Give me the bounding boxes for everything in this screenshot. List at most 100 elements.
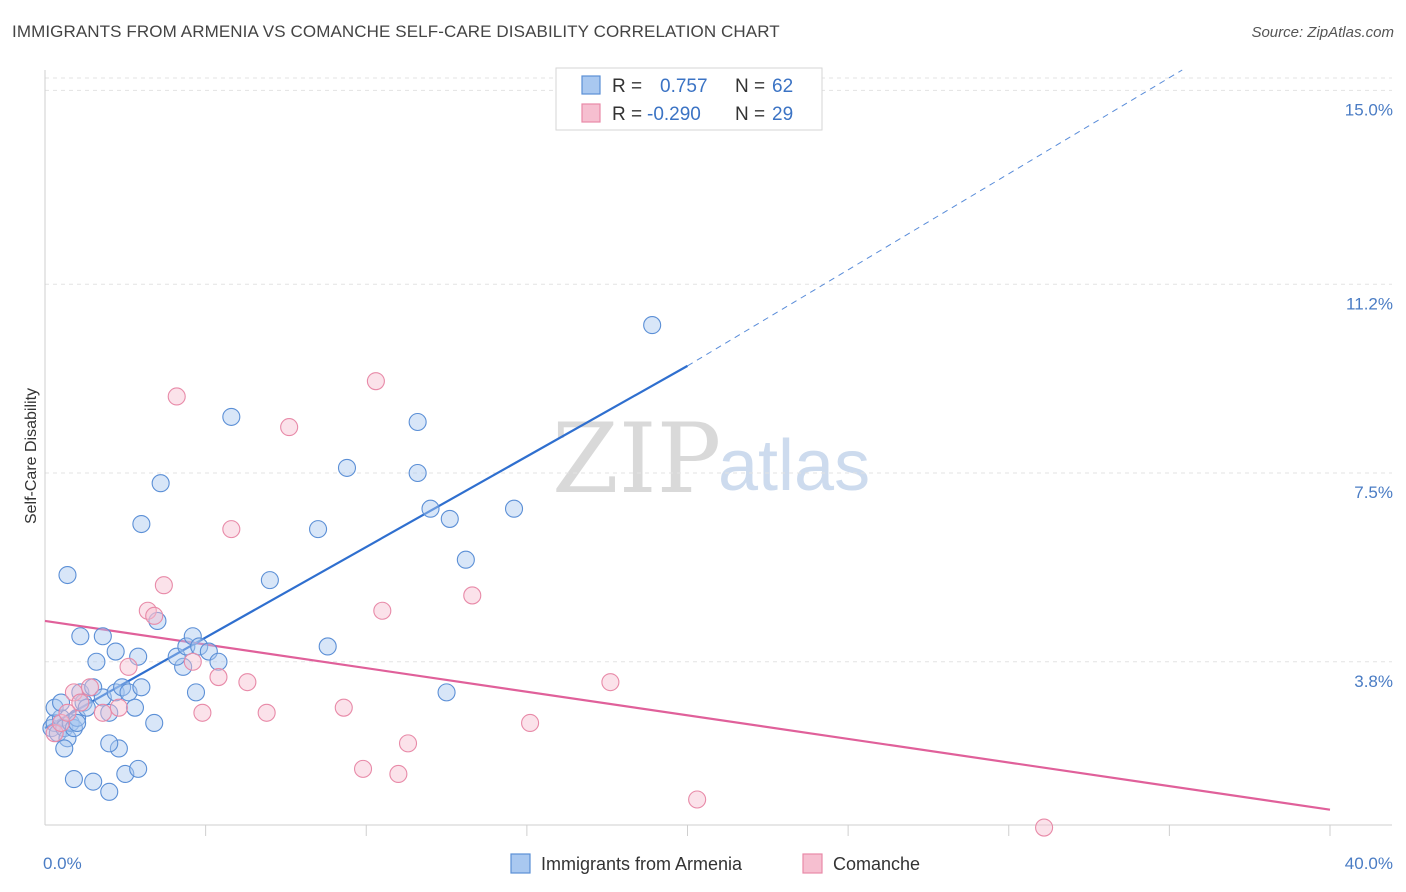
point-armenia xyxy=(421,499,440,518)
trend-line-armenia xyxy=(44,364,689,730)
point-armenia xyxy=(174,657,193,676)
point-armenia xyxy=(437,683,456,702)
y-tick-label: 11.2% xyxy=(1346,294,1393,313)
legend-r-value-1: 0.757 xyxy=(660,76,708,97)
point-comanche xyxy=(93,703,112,722)
point-armenia xyxy=(309,520,328,539)
point-comanche xyxy=(389,764,408,784)
point-armenia xyxy=(87,652,106,671)
point-armenia xyxy=(84,772,103,791)
trend-line-comanche xyxy=(44,619,1331,811)
point-comanche xyxy=(280,418,299,437)
bottom-legend-swatch-blue xyxy=(510,853,531,874)
point-comanche xyxy=(64,683,83,702)
point-comanche xyxy=(521,713,540,733)
point-comanche xyxy=(688,790,707,809)
point-comanche xyxy=(238,673,257,692)
point-comanche xyxy=(183,652,202,671)
point-armenia xyxy=(504,499,524,518)
point-comanche xyxy=(463,586,482,605)
trend-layer xyxy=(44,69,1331,811)
point-armenia xyxy=(222,407,241,426)
point-armenia xyxy=(186,683,206,702)
point-comanche xyxy=(1035,818,1054,837)
point-comanche xyxy=(209,668,228,687)
point-comanche xyxy=(45,724,64,743)
grid-layer xyxy=(45,77,1392,663)
point-comanche xyxy=(601,673,620,692)
point-armenia xyxy=(100,734,119,753)
point-comanche xyxy=(145,606,164,625)
point-armenia xyxy=(100,703,119,722)
axis-layer: 3.8% 7.5% 11.2% 15.0% 0.0% 40.0% xyxy=(43,70,1393,873)
legend-r-label-1: R = xyxy=(612,76,642,97)
point-armenia xyxy=(318,637,337,656)
trend-line-armenia-extension xyxy=(687,69,1183,367)
point-armenia xyxy=(109,739,128,758)
point-armenia xyxy=(132,514,151,534)
chart-source: Source: ZipAtlas.com xyxy=(1251,24,1394,41)
bottom-legend-label-comanche: Comanche xyxy=(833,854,920,874)
point-armenia xyxy=(129,759,148,778)
point-armenia xyxy=(209,652,228,671)
legend-n-label-2: N = xyxy=(735,104,765,125)
point-armenia xyxy=(408,412,427,432)
y-tick-label: 7.5% xyxy=(1354,483,1393,502)
point-armenia xyxy=(93,627,112,646)
point-armenia xyxy=(177,637,196,656)
point-armenia xyxy=(408,463,427,483)
x-tick-label: 0.0% xyxy=(43,854,82,873)
point-comanche xyxy=(154,576,173,595)
bottom-legend-swatch-pink xyxy=(802,853,823,874)
point-armenia xyxy=(183,627,202,646)
y-axis-label: Self-Care Disability xyxy=(23,388,40,524)
bottom-legend-label-armenia: Immigrants from Armenia xyxy=(541,854,743,874)
point-comanche xyxy=(373,601,392,620)
point-armenia xyxy=(52,693,71,712)
legend-n-value-2: 29 xyxy=(772,104,793,125)
point-armenia xyxy=(440,509,459,528)
chart-title: IMMIGRANTS FROM ARMENIA VS COMANCHE SELF… xyxy=(12,22,780,41)
point-comanche xyxy=(167,387,186,406)
point-comanche xyxy=(334,698,353,717)
point-armenia xyxy=(100,782,119,801)
point-armenia xyxy=(64,770,83,789)
point-comanche xyxy=(109,698,128,717)
point-comanche xyxy=(398,734,418,753)
point-comanche xyxy=(366,372,385,391)
legend-n-value-1: 62 xyxy=(772,76,793,97)
point-comanche xyxy=(353,759,373,778)
y-tick-label: 3.8% xyxy=(1354,672,1393,691)
legend-swatch-pink xyxy=(581,103,601,123)
point-comanche xyxy=(193,703,212,722)
point-comanche xyxy=(222,520,241,539)
legend-n-label-1: N = xyxy=(735,76,765,97)
point-armenia xyxy=(337,458,357,477)
point-armenia xyxy=(132,678,151,697)
point-armenia xyxy=(190,637,209,656)
point-armenia xyxy=(125,698,144,717)
point-armenia xyxy=(55,739,74,758)
y-tick-label: 15.0% xyxy=(1345,100,1393,119)
point-armenia xyxy=(260,571,279,590)
point-armenia xyxy=(643,316,662,335)
point-comanche xyxy=(80,678,100,697)
point-armenia xyxy=(151,474,170,493)
legend-r-label-2: R = xyxy=(612,104,642,125)
point-comanche xyxy=(71,693,90,712)
point-armenia xyxy=(145,713,164,733)
x-tick-label: 40.0% xyxy=(1345,854,1393,873)
top-legend: R = 0.757 N = 62 R = -0.290 N = 29 xyxy=(555,67,823,131)
point-armenia xyxy=(106,642,125,661)
point-comanche xyxy=(58,703,77,722)
point-armenia xyxy=(58,565,77,585)
legend-swatch-blue xyxy=(581,75,601,95)
watermark-atlas: atlas xyxy=(718,426,870,506)
point-armenia xyxy=(456,550,475,569)
point-armenia xyxy=(71,627,90,646)
legend-r-value-2: -0.290 xyxy=(647,104,701,125)
point-comanche xyxy=(119,657,138,676)
point-comanche xyxy=(257,703,276,722)
watermark-zip: ZIP xyxy=(552,403,721,515)
